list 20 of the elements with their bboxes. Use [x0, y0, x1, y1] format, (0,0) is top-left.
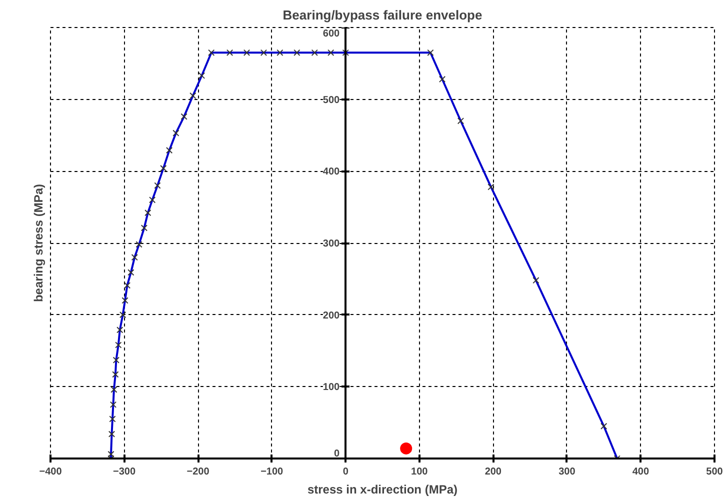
chart-title: Bearing/bypass failure envelope	[282, 8, 482, 22]
x-tick-label: 400	[632, 466, 650, 478]
y-tick-label: 0	[334, 448, 340, 460]
x-tick-label: −300	[113, 466, 136, 478]
x-axis-title: stress in x-direction (MPa)	[307, 482, 458, 496]
x-tick-label: −200	[186, 466, 210, 478]
x-tick-label: 300	[558, 466, 576, 478]
x-tick-label: 0	[342, 466, 349, 478]
x-tick-label: 100	[411, 466, 428, 478]
y-axis-title: bearing stress (MPa)	[32, 184, 46, 302]
y-tick-label: 100	[322, 382, 340, 394]
y-tick-label: 500	[322, 94, 340, 106]
x-tick-label: 500	[706, 466, 724, 478]
x-tick-label: −100	[260, 466, 284, 478]
y-tick-label: 400	[322, 166, 340, 178]
y-tick-label: 200	[322, 310, 340, 322]
y-tick-label: 600	[322, 28, 340, 40]
y-tick-label: 300	[322, 238, 340, 250]
x-tick-label: −400	[39, 466, 62, 478]
x-tick-label: 200	[484, 466, 502, 478]
